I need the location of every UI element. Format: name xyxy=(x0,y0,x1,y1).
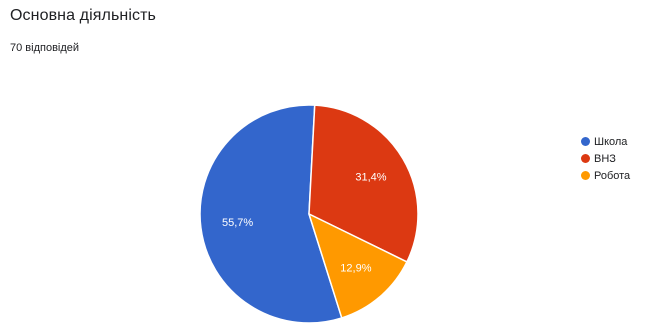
pie-slice-2[interactable] xyxy=(308,104,419,263)
legend-swatch-school xyxy=(581,137,590,146)
legend-label-university: ВНЗ xyxy=(594,152,616,165)
pie-slices xyxy=(199,104,419,324)
legend-item-university[interactable]: ВНЗ xyxy=(581,150,651,167)
pie-slice-1[interactable] xyxy=(199,104,343,324)
chart-legend: Школа ВНЗ Робота xyxy=(581,133,651,184)
legend-label-school: Школа xyxy=(594,135,628,148)
legend-label-work: Робота xyxy=(594,169,631,182)
pie-labels: 55,7% 31,4% 12,9% xyxy=(222,171,387,274)
pie-slice-label-2: 31,4% xyxy=(355,171,386,183)
pie-slice-3[interactable] xyxy=(308,213,408,319)
pie-slice-label-3: 12,9% xyxy=(340,262,371,274)
legend-item-school[interactable]: Школа xyxy=(581,133,651,150)
pie-slice-label-1: 55,7% xyxy=(222,217,253,229)
response-count: 70 відповідей xyxy=(10,42,80,54)
chart-title: Основна діяльність xyxy=(10,7,156,24)
legend-swatch-work xyxy=(581,171,590,180)
legend-item-work[interactable]: Робота xyxy=(581,167,651,184)
legend-swatch-university xyxy=(581,154,590,163)
